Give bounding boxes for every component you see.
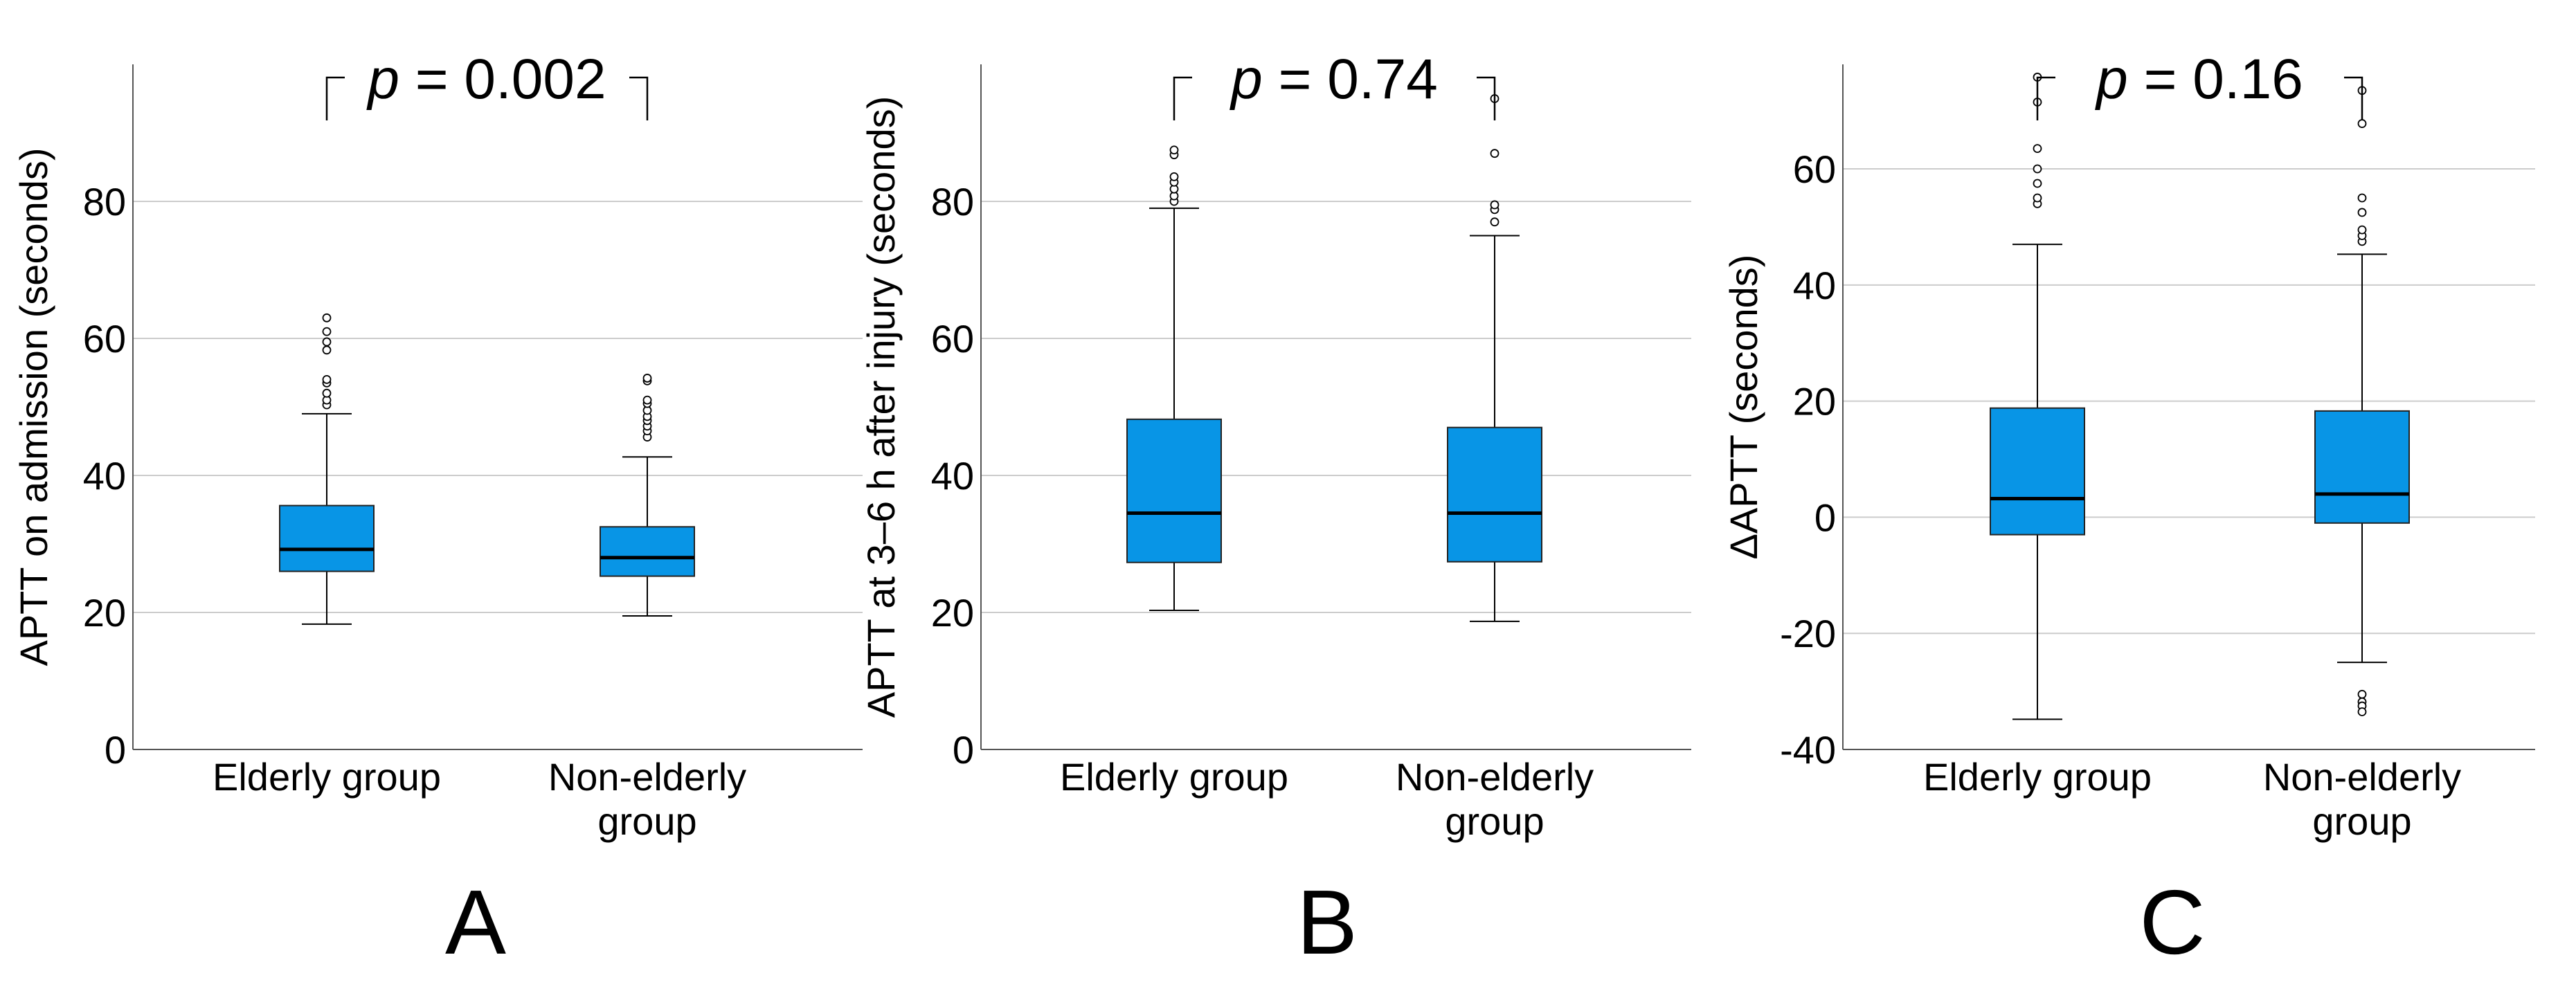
y-tick-label: 20 [83, 591, 126, 635]
outlier-point [322, 375, 332, 384]
x-category-label: Elderly group [1060, 755, 1288, 799]
y-tick-label: 0 [105, 728, 126, 772]
p-value-annotation: p = 0.16 [2094, 48, 2303, 111]
box-group [1447, 94, 1542, 622]
panel-letter: B [1297, 871, 1358, 973]
y-tick-label: 0 [953, 728, 974, 772]
y-tick-label: 20 [931, 591, 974, 635]
outlier-point [2033, 164, 2042, 174]
y-tick-label: 80 [931, 180, 974, 224]
outlier-point [2357, 193, 2367, 203]
iqr-box [1447, 426, 1542, 563]
outlier-point [322, 345, 332, 355]
x-category-label: Elderly group [213, 755, 441, 799]
iqr-box [600, 526, 695, 577]
y-tick-label: -40 [1780, 728, 1836, 772]
outlier-point [2357, 225, 2367, 235]
outlier-point [2357, 119, 2367, 128]
significance-bracket-left [325, 76, 345, 120]
p-symbol: p [366, 48, 399, 111]
outlier-point [642, 374, 652, 383]
y-tick-label: 60 [1793, 147, 1836, 191]
y-tick-label: 40 [1793, 264, 1836, 307]
outlier-point [1169, 145, 1179, 155]
y-tick-label: 20 [1793, 380, 1836, 424]
outlier-point [1490, 217, 1499, 227]
y-axis-label: APTT at 3–6 h after injury (seconds) [859, 96, 903, 718]
iqr-box [279, 504, 375, 572]
p-value-text: = 0.16 [2128, 48, 2303, 111]
outlier-point [2357, 208, 2367, 217]
outlier-point [1490, 149, 1499, 158]
y-tick-label: 80 [83, 180, 126, 224]
outlier-point [2033, 179, 2042, 188]
outlier-point [2033, 193, 2042, 203]
box-group [1990, 73, 2085, 720]
outlier-point [642, 395, 652, 405]
box-group [600, 374, 695, 617]
iqr-box [1126, 418, 1222, 563]
outlier-point [2033, 144, 2042, 154]
y-tick-label: 0 [1814, 495, 1836, 539]
panel-letter: C [2139, 871, 2205, 973]
x-category-label: Non-elderly group [1396, 755, 1594, 843]
y-tick-label: 40 [931, 454, 974, 498]
panel-b: 0 20 40 60 80 APTT at 3–6 h after injury (sec… [859, 48, 1691, 973]
significance-bracket-left [2036, 76, 2055, 120]
panel-a: 0 20 40 60 80 APTT on admission (seconds) Elde… [12, 48, 863, 973]
significance-bracket-right [1477, 76, 1496, 120]
p-symbol: p [2094, 48, 2128, 111]
x-category-label: Non-elderly group [2263, 755, 2461, 843]
box-group [279, 313, 375, 625]
p-value-text: = 0.002 [399, 48, 606, 111]
significance-bracket-right [2344, 76, 2363, 120]
outlier-point [322, 313, 332, 322]
significance-bracket-left [1173, 76, 1192, 120]
p-value-annotation: p = 0.74 [1229, 48, 1438, 111]
box-group [1126, 145, 1222, 612]
iqr-box [1990, 407, 2085, 536]
p-value-annotation: p = 0.002 [366, 48, 606, 111]
outlier-point [1169, 172, 1179, 181]
y-axis-label: APTT on admission (seconds) [12, 147, 55, 666]
iqr-box [2314, 410, 2410, 524]
outlier-point [322, 337, 332, 347]
y-tick-label: 40 [83, 454, 126, 498]
y-tick-label: 60 [83, 317, 126, 361]
outlier-point [2357, 689, 2367, 699]
outlier-point [1490, 200, 1499, 210]
y-tick-label: 60 [931, 317, 974, 361]
panel-letter: A [445, 871, 506, 973]
y-axis-label: ΔAPTT (seconds) [1722, 255, 1765, 560]
x-category-label: Elderly group [1923, 755, 2152, 799]
p-symbol: p [1229, 48, 1263, 111]
significance-bracket-right [629, 76, 649, 120]
panel-c: -40 -20 0 20 40 60 ΔAPTT (seconds) Elderly grou… [1722, 48, 2535, 973]
p-value-text: = 0.74 [1263, 48, 1438, 111]
outlier-point [322, 327, 332, 336]
y-tick-label: -20 [1780, 612, 1836, 655]
outlier-point [322, 388, 332, 398]
outlier-point [2357, 707, 2367, 716]
x-category-label: Non-elderly group [548, 755, 746, 843]
